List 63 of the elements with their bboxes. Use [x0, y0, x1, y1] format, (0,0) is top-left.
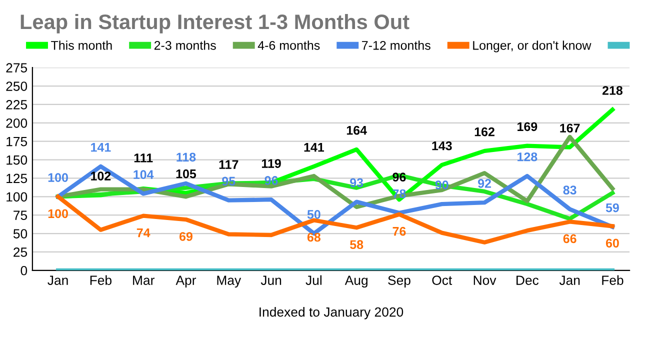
x-tick-label: Dec [516, 276, 539, 285]
data-label: 76 [392, 226, 406, 236]
data-label: 83 [563, 186, 576, 195]
x-axis-title: Indexed to January 2020 [260, 307, 404, 320]
data-label: 60 [606, 238, 619, 248]
x-tick-label: Jul [306, 275, 322, 285]
x-tick-label: Apr [176, 276, 196, 288]
data-label: 92 [478, 179, 491, 188]
x-tick-label: Jun [260, 276, 282, 285]
y-tick-label: 200 [6, 118, 28, 128]
x-tick-label: Aug [344, 276, 368, 288]
data-label: 167 [560, 124, 580, 133]
legend-label: 2-3 months [154, 40, 216, 50]
y-tick-label: 25 [14, 248, 28, 257]
legend-label: 4-6 months [258, 40, 320, 50]
y-tick-label: 100 [6, 192, 28, 202]
x-tick-label: Feb [90, 275, 112, 285]
data-label: 102 [91, 172, 111, 180]
data-label: 100 [48, 209, 68, 218]
y-tick-label: 250 [6, 82, 28, 91]
legend-label: This month [51, 40, 112, 50]
data-label: 143 [432, 141, 452, 150]
y-tick-label: 175 [6, 137, 28, 146]
data-label: 141 [304, 142, 324, 152]
x-tick-label: Nov [474, 276, 496, 285]
data-label: 141 [91, 142, 111, 152]
data-label: 50 [307, 210, 320, 219]
data-label: 105 [176, 169, 196, 178]
data-label: 74 [136, 228, 150, 238]
data-label: 59 [606, 203, 619, 212]
x-tick-label: Sep [388, 276, 410, 288]
chart-title: Leap in Startup Interest 1-3 Months Out [20, 14, 410, 34]
data-label: 111 [134, 154, 153, 162]
data-label: 58 [350, 240, 364, 250]
x-tick-label: Jan [48, 276, 68, 285]
data-label: 68 [307, 232, 320, 242]
y-tick-label: 150 [6, 155, 28, 165]
data-label: 128 [518, 152, 538, 162]
x-tick-label: Mar [133, 276, 154, 285]
data-label: 218 [602, 86, 623, 95]
data-label: 162 [474, 127, 494, 136]
x-tick-label: Jan [559, 276, 580, 285]
y-tick-label: 125 [6, 174, 28, 184]
y-tick-label: 75 [14, 210, 28, 220]
y-tick-label: 275 [6, 63, 28, 73]
data-label: 117 [219, 160, 238, 169]
y-tick-label: 0 [20, 266, 28, 276]
y-tick-label: 50 [13, 229, 28, 238]
y-tick-label: 225 [6, 100, 28, 110]
data-label: 66 [563, 234, 576, 244]
x-tick-label: Oct [432, 276, 452, 285]
data-label: 100 [48, 173, 68, 182]
data-label: 118 [176, 152, 196, 162]
data-label: 119 [262, 159, 281, 168]
data-label: 104 [134, 170, 154, 180]
data-label: 95 [222, 176, 236, 186]
legend-label: Longer, or don't know [473, 40, 592, 52]
data-label: 169 [518, 122, 538, 132]
data-label: 69 [179, 232, 192, 241]
x-tick-label: May [217, 276, 242, 288]
data-label: 164 [346, 126, 367, 135]
x-tick-label: Feb [602, 275, 624, 285]
legend-label: 7-12 months [362, 40, 430, 50]
